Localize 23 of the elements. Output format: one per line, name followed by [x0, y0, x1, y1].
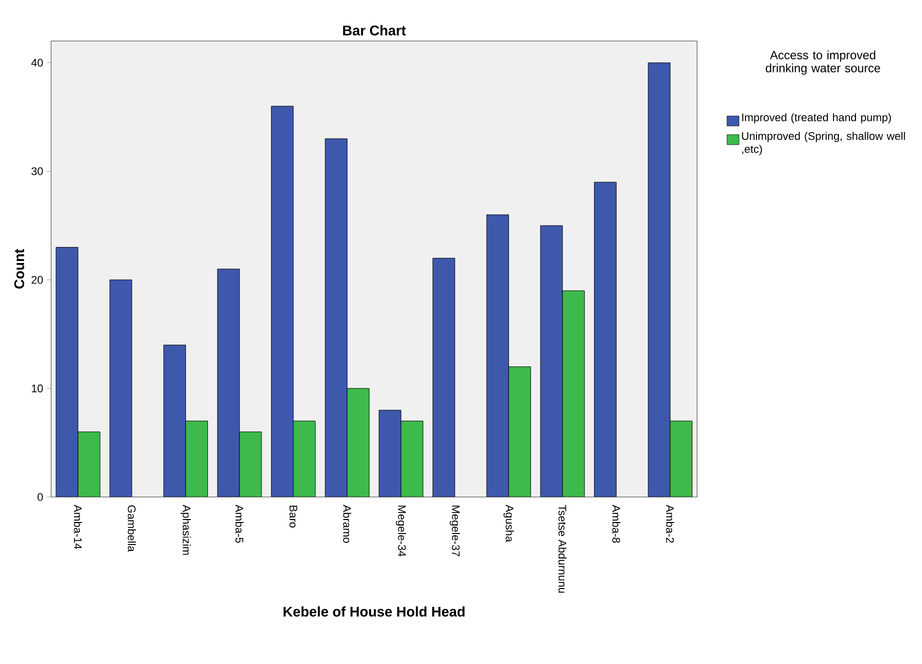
x-tick-label: Agusha: [504, 504, 514, 542]
legend-title: Access to improved drinking water source: [766, 50, 880, 75]
x-axis-title: Kebele of House Hold Head: [284, 606, 465, 617]
x-tick-label: Amba-8: [612, 504, 620, 543]
x-tick-label: Amba-2: [666, 504, 674, 543]
x-tick-label: Megele-34: [396, 506, 406, 556]
x-tick-label: Baro: [290, 506, 298, 528]
chart-title: Bar Chart: [343, 25, 406, 36]
x-tick-label: Amba-14: [74, 504, 82, 550]
legend-label: Improved (treated hand pump): [742, 113, 891, 124]
y-tick-label: 40: [31, 58, 43, 67]
x-tick-label: Abramo: [343, 504, 352, 543]
x-tick-label: Megele-37: [450, 506, 460, 556]
y-tick-label: 10: [32, 384, 43, 392]
y-axis-title: Count: [14, 248, 24, 289]
x-tick-label: Aphasizim: [180, 504, 191, 555]
y-tick-label: 0: [38, 493, 43, 501]
x-tick-label: Amba-5: [235, 504, 244, 543]
x-tick-label: Gambella: [128, 505, 136, 552]
legend-label: Unimproved (Spring, shallow well ,etc): [742, 132, 905, 156]
x-tick-label: Tsetse Abdurnunu: [558, 505, 567, 593]
y-tick-label: 20: [32, 276, 43, 284]
y-tick-label: 30: [31, 167, 43, 176]
